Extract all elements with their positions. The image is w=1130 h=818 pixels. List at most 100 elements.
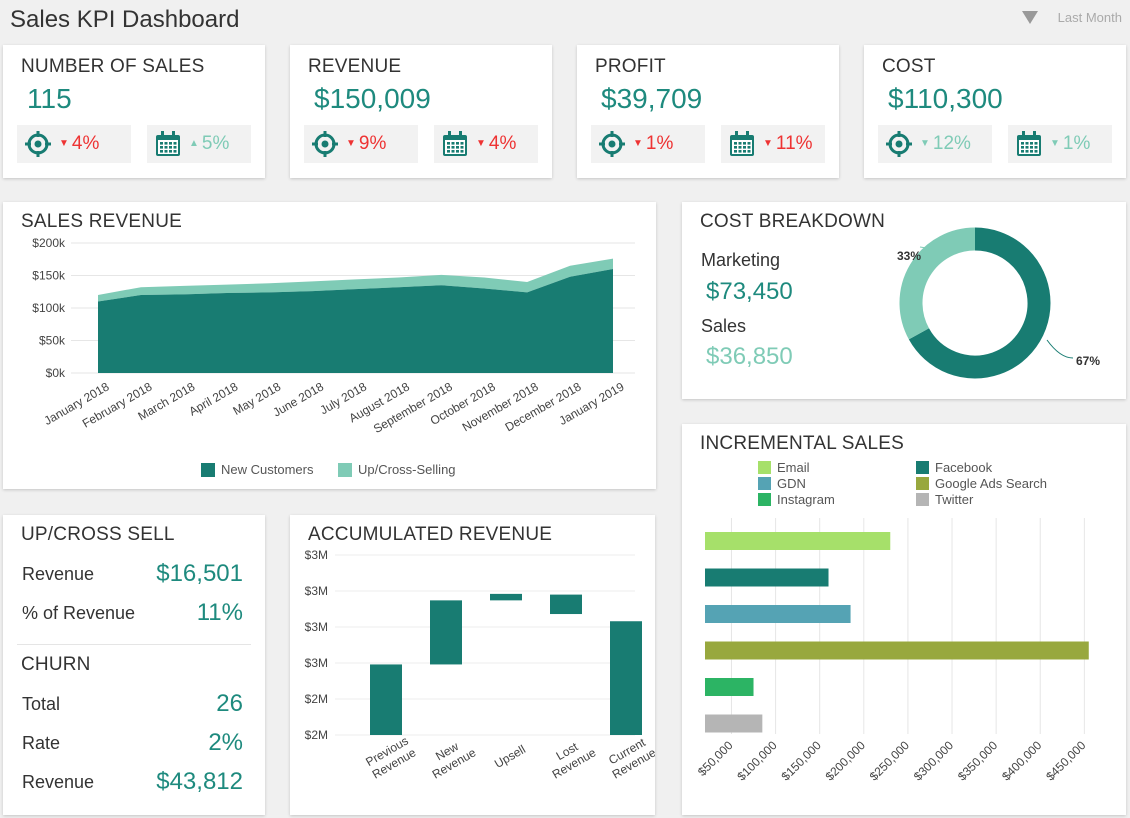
calendar-icon	[153, 129, 183, 159]
area-new-customers	[98, 269, 613, 373]
churn-total-value: 26	[216, 690, 243, 717]
kpi-card-cost: COST $110,300 12% 1%	[864, 45, 1126, 178]
legend-swatch	[338, 462, 352, 477]
legend-item: Twitter	[916, 492, 973, 507]
legend-label: New Customers	[221, 462, 314, 477]
period-selector[interactable]: Last Month	[1021, 10, 1122, 25]
target-change-pill: 9%	[304, 125, 418, 163]
kpi-card-number-of-sales: NUMBER OF SALES 115 4% 5%	[3, 45, 265, 178]
churn-rate-label: Rate	[22, 733, 61, 753]
upsell-pct-label: % of Revenue	[22, 603, 136, 623]
waterfall-bar	[370, 664, 402, 735]
x-tick-label: NewRevenue	[423, 733, 479, 781]
bar-facebook	[705, 568, 829, 587]
page-title: Sales KPI Dashboard	[10, 6, 240, 33]
area-up-cross-selling	[98, 258, 613, 302]
y-tick-label: $3M	[305, 620, 328, 634]
target-change-pill: 12%	[878, 125, 992, 163]
period-change-pill: 4%	[434, 125, 538, 163]
x-tick-label: $50,000	[695, 738, 736, 779]
target-change-pill: 4%	[17, 125, 131, 163]
x-tick-label: $150,000	[779, 738, 825, 784]
leader-line	[919, 246, 934, 250]
y-tick-label: $3M	[305, 584, 328, 598]
incremental-sales-card: INCREMENTAL SALES Email Facebook GDN Google…	[682, 424, 1126, 815]
legend-label: Up/Cross-Selling	[358, 462, 456, 477]
x-tick-line: Upsell	[492, 742, 528, 771]
target-icon	[310, 129, 340, 159]
calendar-icon	[440, 129, 470, 159]
target-change: 4%	[59, 133, 99, 155]
target-change-pill: 1%	[591, 125, 705, 163]
y-tick-label: $150k	[32, 269, 66, 283]
y-tick-label: $2M	[305, 692, 328, 706]
y-tick-label: $3M	[305, 656, 328, 670]
period-label: Last Month	[1057, 10, 1122, 25]
bar-google-ads-search	[705, 641, 1089, 660]
kpi-title: PROFIT	[595, 56, 666, 77]
legend-item: GDN	[758, 476, 806, 491]
target-icon	[23, 129, 53, 159]
legend-swatch	[916, 493, 929, 506]
bar-gdn	[705, 605, 851, 623]
sales-revenue-title: SALES REVENUE	[21, 211, 182, 232]
x-tick-label: $100,000	[734, 738, 780, 784]
target-change: 12%	[920, 133, 971, 155]
kpi-card-revenue: REVENUE $150,009 9% 4%	[290, 45, 552, 178]
period-change-pill: 5%	[147, 125, 251, 163]
period-change-pill: 1%	[1008, 125, 1112, 163]
x-tick-label: PreviousRevenue	[363, 733, 419, 781]
period-change: 5%	[189, 133, 229, 155]
donut-slice-sales	[899, 227, 976, 340]
upsell-title: UP/CROSS SELL	[21, 524, 175, 545]
period-change: 4%	[476, 133, 516, 155]
kpi-title: REVENUE	[308, 56, 402, 77]
x-tick-label: $250,000	[867, 738, 913, 784]
kpi-value: 115	[27, 83, 72, 114]
legend-swatch	[758, 493, 771, 506]
legend-label: Facebook	[935, 460, 993, 475]
x-tick-label: CurrentRevenue	[603, 733, 655, 781]
kpi-value: $150,009	[314, 83, 431, 114]
kpi-title: NUMBER OF SALES	[21, 56, 205, 77]
kpi-card-profit: PROFIT $39,709 1% 11%	[577, 45, 839, 178]
x-tick-label: $400,000	[999, 738, 1045, 784]
slice-label-marketing: 67%	[1076, 354, 1100, 368]
leader-line	[1046, 339, 1074, 359]
legend-swatch	[916, 477, 929, 490]
legend-item: Instagram	[758, 492, 835, 507]
bar-twitter	[705, 714, 763, 733]
sales-label: Sales	[701, 316, 747, 336]
x-tick-label: Upsell	[492, 742, 528, 771]
x-tick-label: $300,000	[911, 738, 957, 784]
y-tick-label: $2M	[305, 728, 328, 742]
incremental-sales-title: INCREMENTAL SALES	[700, 433, 905, 454]
target-icon	[884, 129, 914, 159]
y-tick-label: $100k	[32, 301, 66, 315]
upsell-revenue-label: Revenue	[22, 564, 95, 584]
donut-slice-marketing	[908, 227, 1051, 379]
legend-label: Twitter	[935, 492, 974, 507]
waterfall-bar	[430, 600, 462, 665]
upsell-revenue-value: $16,501	[156, 560, 243, 587]
bar-email	[705, 532, 891, 550]
bar-instagram	[705, 678, 754, 696]
cost-breakdown-card: COST BREAKDOWN Marketing $73,450 Sales $…	[682, 202, 1126, 399]
legend-item: Facebook	[916, 460, 992, 475]
incremental-sales-chart: $50,000$100,000$150,000$200,000$250,000$…	[695, 518, 1089, 784]
x-tick-label: LostRevenue	[543, 733, 599, 781]
legend-item: Email	[758, 460, 810, 475]
kpi-value: $39,709	[601, 83, 703, 114]
churn-revenue-label: Revenue	[22, 772, 95, 792]
kpi-value: $110,300	[888, 83, 1003, 114]
target-change: 1%	[633, 133, 673, 155]
legend-swatch	[758, 477, 771, 490]
upsell-churn-card: UP/CROSS SELL Revenue $16,501 % of Reven…	[3, 515, 265, 815]
waterfall-bar	[610, 621, 642, 735]
x-tick-label: $200,000	[823, 738, 869, 784]
period-change-pill: 11%	[721, 125, 825, 163]
legend-label: GDN	[777, 476, 806, 491]
waterfall-bar	[490, 593, 522, 601]
churn-rate-value: 2%	[208, 729, 243, 756]
